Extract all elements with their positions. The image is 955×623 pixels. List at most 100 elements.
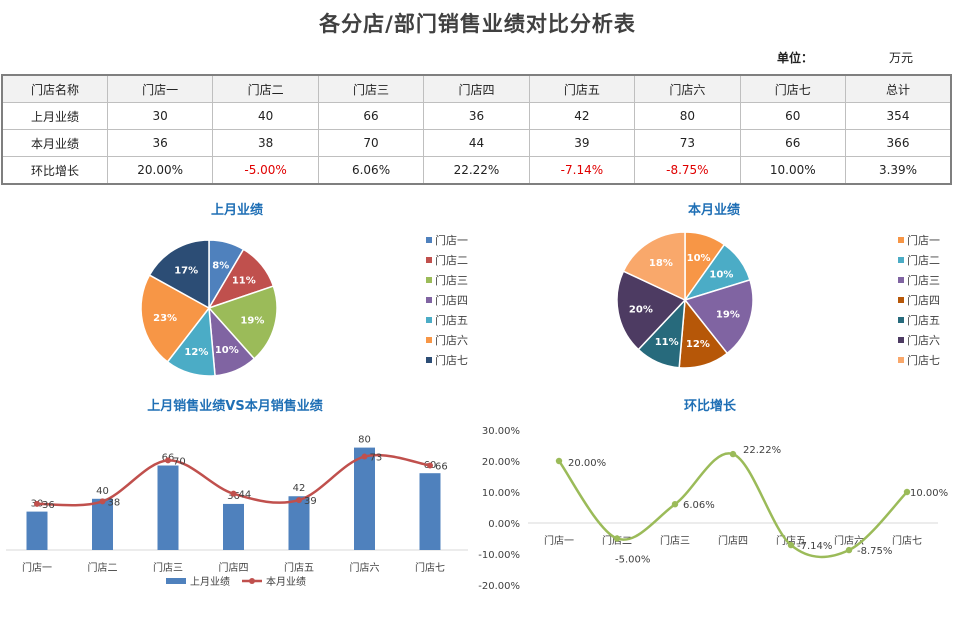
pie2-legend-swatch [898, 337, 904, 343]
growth-x-tick: 门店三 [660, 534, 690, 547]
table-header: 门店五 [528, 74, 636, 103]
pie2-slice-label: 19% [716, 309, 740, 320]
table-cell: 42 [528, 102, 636, 130]
pie1-legend-swatch [426, 237, 432, 243]
growth-y-tick: -10.00% [478, 550, 520, 561]
growth-y-tick: 20.00% [482, 457, 520, 468]
pie1-legend-swatch [426, 357, 432, 363]
table-cell: 354 [845, 102, 952, 130]
pie2-legend-swatch [898, 317, 904, 323]
growth-line-chart: 环比增长 30.00% 20.00% 10.00% 0.00% -10.00% -20.00… [478, 398, 948, 592]
pie2-title: 本月业绩 [688, 202, 740, 218]
growth-point-label: -7.14% [797, 541, 832, 552]
table-cell: -7.14% [528, 156, 636, 185]
combo-line-point [427, 462, 433, 469]
growth-point-label: 20.00% [568, 458, 606, 469]
pie2-slice-label: 20% [629, 304, 653, 315]
page-title: 各分店/部门销售业绩对比分析表 [319, 12, 636, 36]
table-header-row: 门店名称 门店一 门店二 门店三 门店四 门店五 门店六 门店七 总计 [1, 74, 952, 103]
combo-bar [354, 447, 375, 550]
pie1-slice-label: 10% [215, 345, 239, 356]
table-cell: 6.06% [317, 156, 425, 185]
table-cell: 39 [528, 129, 636, 157]
combo-x-tick: 门店七 [415, 561, 445, 574]
pie1-legend-swatch [426, 317, 432, 323]
combo-x-tick: 门店一 [22, 561, 52, 574]
table-cell: 44 [423, 129, 530, 157]
pie1-slice-label: 23% [153, 313, 177, 324]
pie2-legend-label: 门店四 [907, 293, 940, 307]
combo-bar-label: 80 [358, 435, 371, 446]
growth-point-label: -8.75% [857, 546, 892, 557]
row-label: 环比增长 [1, 156, 108, 185]
table-cell: 73 [634, 129, 741, 157]
row-label: 上月业绩 [1, 102, 108, 130]
row-label: 本月业绩 [1, 129, 108, 157]
pie2-legend-label: 门店二 [907, 253, 940, 267]
combo-bar [288, 496, 310, 550]
unit-value: 万元 [889, 51, 914, 65]
combo-x-tick: 门店五 [284, 561, 314, 574]
combo-bar [419, 473, 441, 550]
table-header: 门店一 [106, 74, 214, 103]
growth-y-tick: 30.00% [482, 426, 520, 437]
combo-title: 上月销售业绩VS本月销售业绩 [147, 398, 322, 414]
combo-x-tick: 门店四 [219, 561, 249, 574]
pie1-slice [148, 239, 210, 310]
sales-table: 门店名称 门店一 门店二 门店三 门店四 门店五 门店六 门店七 总计 上月业绩… [1, 74, 952, 185]
pie2-legend-swatch [898, 277, 904, 283]
pie2-legend-label: 门店五 [907, 313, 940, 327]
combo-line-point [296, 497, 302, 504]
combo-line-point [361, 453, 368, 460]
table-header: 门店七 [739, 74, 847, 103]
pie2-slice-label: 18% [649, 258, 673, 269]
combo-bar [223, 503, 244, 550]
growth-y-tick: -20.00% [478, 581, 520, 592]
pie2-legend-label: 门店六 [907, 333, 940, 347]
combo-line-label: 73 [370, 453, 383, 464]
pie1-legend-label: 门店七 [435, 353, 468, 367]
pie2-legend-swatch [898, 357, 904, 363]
pie2-slice-label: 10% [709, 270, 733, 281]
combo-line-label: 70 [173, 456, 186, 467]
combo-line-point [34, 500, 40, 507]
pie1-slice [207, 285, 278, 360]
combo-bar [26, 511, 48, 550]
growth-point [555, 457, 563, 465]
pie1-legend-label: 门店一 [435, 233, 468, 247]
pie1-slice-label: 19% [240, 315, 264, 326]
table-cell: 36 [106, 129, 214, 157]
combo-line-label: 36 [42, 500, 55, 511]
growth-x-tick: 门店七 [892, 534, 922, 547]
table-cell: 40 [212, 102, 319, 130]
table-cell: 66 [317, 102, 425, 130]
combo-line-point [230, 490, 237, 497]
table-cell: 36 [423, 102, 530, 130]
growth-point [903, 488, 911, 496]
pie1-legend-label: 门店三 [435, 273, 468, 287]
table-header: 门店六 [634, 74, 741, 103]
pie1-legend-swatch [426, 257, 432, 263]
table-cell: -8.75% [634, 156, 741, 185]
growth-point [845, 546, 853, 554]
growth-point-label: 6.06% [683, 500, 715, 511]
pie1-legend-label: 门店六 [435, 333, 468, 347]
growth-point [613, 535, 621, 542]
table-header: 门店四 [423, 74, 530, 103]
pie2-legend-label: 门店一 [907, 233, 940, 247]
combo-x-tick: 门店三 [153, 561, 183, 574]
combo-bar [92, 498, 113, 550]
pie1-legend-swatch [426, 297, 432, 303]
pie2-slice-label: 11% [655, 337, 679, 348]
combo-line-label: 39 [304, 496, 317, 507]
pie1-legend-label: 门店五 [435, 313, 468, 327]
table-cell: 70 [317, 129, 425, 157]
table-cell: -5.00% [212, 156, 319, 185]
pie1-legend-label: 门店二 [435, 253, 468, 267]
combo-legend-line-marker [249, 578, 255, 584]
combo-legend-bar-swatch [166, 578, 186, 584]
table-row: 本月业绩 36 38 70 44 39 73 66 366 [1, 129, 952, 157]
combo-bar [157, 465, 179, 550]
table-cell: 20.00% [106, 156, 214, 185]
combo-line-label: 44 [239, 490, 252, 501]
